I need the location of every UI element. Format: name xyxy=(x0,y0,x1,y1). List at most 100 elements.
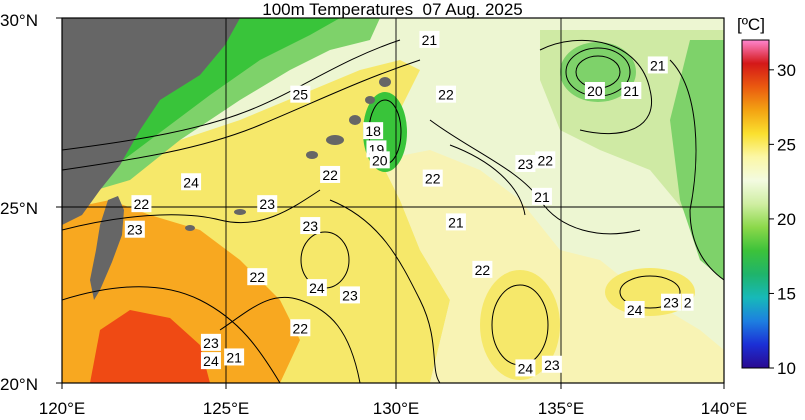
contour-label-text: 24 xyxy=(203,353,219,369)
contour-label-text: 21 xyxy=(650,57,666,73)
contour-label-box xyxy=(363,122,384,140)
contour-label-text: 21 xyxy=(226,349,242,365)
contour-label-text: 24 xyxy=(309,280,325,296)
isotherm-line xyxy=(62,39,401,151)
lon-tick-130e: 130°E xyxy=(373,399,420,418)
lat-tick-30n: 30°N xyxy=(0,11,38,30)
isotherm-line xyxy=(62,59,421,171)
cool-water-east xyxy=(670,40,724,280)
island xyxy=(379,77,391,87)
contour-label-text: 2 xyxy=(684,295,692,311)
contour-label: 24 xyxy=(306,279,327,297)
contour-label: 21 xyxy=(621,82,642,99)
colorbar xyxy=(741,39,770,369)
colorbar-tick-label: 10 xyxy=(777,359,796,378)
contour-label-text: 20 xyxy=(587,83,603,99)
contour-label-text: 22 xyxy=(250,269,266,285)
contour-label-box xyxy=(300,217,321,235)
contour-label: 21 xyxy=(224,348,245,366)
contour-label: 22 xyxy=(247,268,268,286)
contour-label-text: 22 xyxy=(322,167,338,183)
lat-tick-25n: 25°N xyxy=(0,199,38,218)
colorbar-tick-label: 25 xyxy=(777,135,796,154)
contour-label: 22 xyxy=(290,319,311,337)
contour-label: 2 xyxy=(681,293,694,311)
lon-tick-120e: 120°E xyxy=(39,399,86,418)
isotherm-eddy xyxy=(619,275,681,309)
mainland-china xyxy=(62,18,240,225)
contour-label-box xyxy=(290,319,311,337)
colorbar-ticks: 10 15 20 25 30 xyxy=(769,61,796,378)
contour-label: 22 xyxy=(131,195,152,213)
contour-label: 24 xyxy=(200,352,221,370)
contour-label-text: 22 xyxy=(425,171,441,187)
contour-label-text: 23 xyxy=(259,196,275,212)
contour-label: 22 xyxy=(320,165,341,183)
isotherm-line xyxy=(669,59,724,281)
contour-label: 24 xyxy=(515,359,536,377)
cold-eddy-northeast xyxy=(560,42,636,102)
island xyxy=(306,151,318,159)
contour-label-box xyxy=(584,82,605,99)
contour-label-box xyxy=(124,220,145,238)
contour-label-box xyxy=(515,155,536,172)
contour-label-box xyxy=(531,187,552,205)
colorbar-tick-label: 30 xyxy=(777,61,796,80)
contour-label-box xyxy=(681,293,694,311)
isotherm-line xyxy=(329,199,441,383)
contour-label: 21 xyxy=(419,30,440,48)
page-title: 100m Temperatures 07 Aug. 2025 xyxy=(262,0,523,19)
colorbar-unit-label: [ºC] xyxy=(737,15,765,34)
contour-label: 25 xyxy=(290,85,311,103)
contour-label: 22 xyxy=(422,169,443,187)
contour-label-text: 23 xyxy=(544,357,560,373)
contour-label: 18 xyxy=(363,122,384,140)
contour-label-box xyxy=(257,195,278,213)
contour-label-text: 23 xyxy=(342,287,358,303)
contour-label-box xyxy=(181,173,202,191)
contour-label-box xyxy=(290,85,311,103)
contour-label-text: 23 xyxy=(663,295,679,311)
lon-tick-125e: 125°E xyxy=(203,399,250,418)
contour-label-box xyxy=(224,348,245,366)
contour-label-text: 25 xyxy=(293,87,309,103)
contour-label-text: 22 xyxy=(134,196,150,212)
contour-label-box xyxy=(647,56,668,74)
contour-label: 23 xyxy=(124,220,145,238)
contour-label-box xyxy=(624,301,645,318)
light-water-zone xyxy=(380,150,724,383)
contour-label-box xyxy=(339,286,360,304)
island xyxy=(365,96,375,104)
contour-label-text: 22 xyxy=(293,320,309,336)
contour-label-box xyxy=(621,82,642,99)
contour-label-box xyxy=(320,165,341,183)
contour-label-text: 24 xyxy=(183,174,199,190)
contour-label-box xyxy=(541,355,562,373)
island xyxy=(185,225,195,231)
contour-label: 23 xyxy=(300,217,321,235)
contour-label-box xyxy=(445,213,466,231)
contour-label: 20 xyxy=(369,151,390,169)
contour-label-text: 21 xyxy=(448,214,464,230)
island xyxy=(326,135,344,145)
contour-label: 21 xyxy=(531,187,552,205)
contour-label-box xyxy=(472,260,493,278)
contour-label-text: 21 xyxy=(534,189,550,205)
lon-tick-135e: 135°E xyxy=(538,399,585,418)
isotherm-line xyxy=(62,286,281,383)
isotherm-line xyxy=(219,296,361,383)
ryukyu-islands xyxy=(185,77,391,231)
contour-label-box xyxy=(661,293,682,311)
contour-label: 24 xyxy=(181,173,202,191)
contour-label: 23 xyxy=(200,333,221,351)
contour-label: 21 xyxy=(445,213,466,231)
contour-label: 21 xyxy=(647,56,668,74)
contour-label: 23 xyxy=(515,155,536,172)
island xyxy=(349,115,361,125)
contour-label-box xyxy=(535,151,556,169)
lat-lon-grid xyxy=(62,18,724,383)
contour-label-box xyxy=(422,169,443,187)
